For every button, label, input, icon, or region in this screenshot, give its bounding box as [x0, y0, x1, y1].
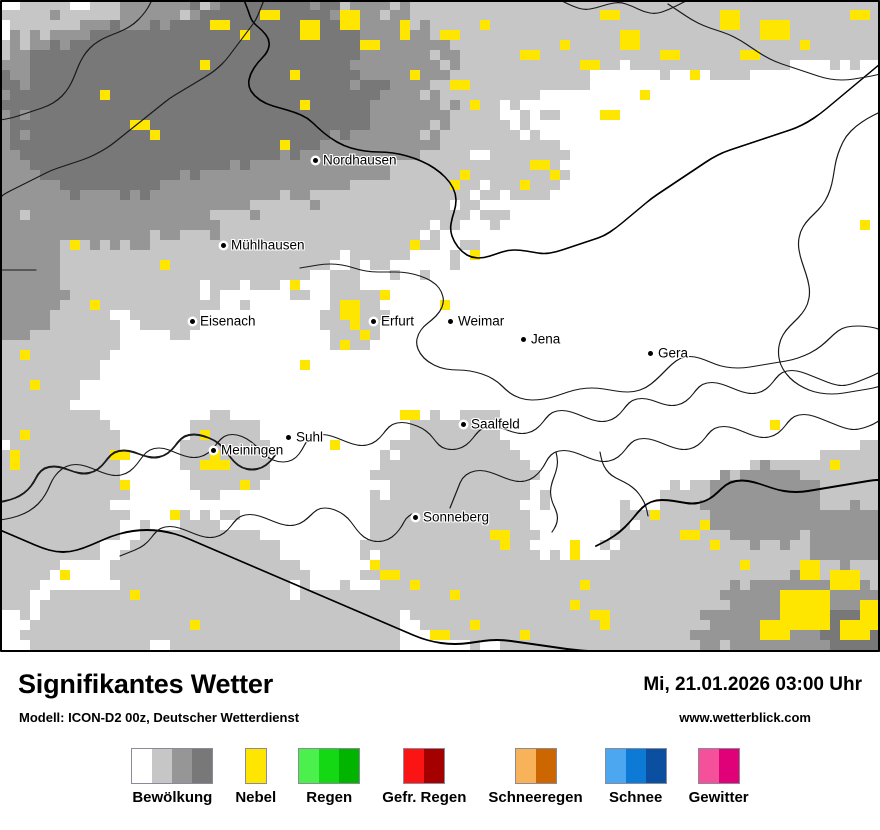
legend-item: Nebel [235, 748, 276, 806]
city-label: Weimar [458, 313, 505, 329]
legend-swatches [131, 748, 214, 784]
footer-panel: Signifikantes Wetter Modell: ICON-D2 00z… [0, 652, 880, 830]
legend-swatches [697, 748, 740, 784]
city-label: Nordhausen [323, 152, 397, 168]
legend-label: Regen [306, 789, 353, 806]
city-label: Mühlhausen [231, 237, 305, 253]
legend-swatch [152, 749, 173, 783]
page-title: Signifikantes Wetter [18, 669, 274, 699]
valid-datetime: Mi, 21.01.2026 03:00 Uhr [643, 674, 862, 695]
legend-swatches [514, 748, 557, 784]
legend-item: Schnee [604, 748, 667, 806]
city-label: Meiningen [221, 442, 284, 458]
model-subtitle: Modell: ICON-D2 00z, Deutscher Wetterdie… [19, 710, 300, 725]
city-dot-icon [461, 421, 466, 427]
legend-swatch [245, 749, 266, 783]
city-dot-icon [648, 350, 653, 356]
legend-swatches [403, 748, 446, 784]
city-dot-icon [448, 318, 453, 324]
legend-label: Gefr. Regen [382, 789, 467, 806]
city-label: Erfurt [381, 313, 415, 329]
legend-swatches [244, 748, 267, 784]
legend-label: Bewölkung [132, 789, 213, 806]
website-label: www.wetterblick.com [679, 710, 811, 725]
legend-item: Schneeregen [488, 748, 583, 806]
city-dot-icon [371, 318, 376, 324]
legend-swatch [605, 749, 626, 783]
legend-label: Nebel [235, 789, 277, 806]
legend-swatch [319, 749, 340, 783]
legend-swatch [424, 749, 445, 783]
legend-swatch [339, 749, 360, 783]
legend-swatch [698, 749, 719, 783]
city-label: Eisenach [200, 313, 256, 329]
legend-label: Gewitter [688, 789, 749, 806]
city-label: Sonneberg [423, 509, 490, 525]
city-label: Gera [658, 345, 689, 361]
legend-swatch [132, 749, 153, 783]
legend-swatch [515, 749, 536, 783]
city-dot-icon [313, 157, 318, 163]
legend-item: Regen [298, 748, 361, 806]
legend-item: Gefr. Regen [382, 748, 466, 806]
city-label: Saalfeld [471, 416, 520, 432]
map-panel[interactable]: Nordhausen Mühlhausen Eisenach Erfurt Weimar… [0, 0, 880, 652]
legend-swatch [645, 749, 666, 783]
legend-swatch [404, 749, 425, 783]
legend: Bewölkung Nebel Regen Gefr. Regen Schneerege… [0, 748, 880, 806]
legend-swatch [192, 749, 213, 783]
city-dot-icon [221, 242, 226, 248]
significant-weather-map[interactable] [0, 0, 880, 652]
legend-swatch [718, 749, 739, 783]
legend-swatch [625, 749, 646, 783]
map-city-overlay: Nordhausen Mühlhausen Eisenach Erfurt Weimar… [190, 152, 689, 525]
legend-swatch [172, 749, 193, 783]
legend-item: Bewölkung [131, 748, 214, 806]
city-dot-icon [190, 318, 195, 324]
city-label: Jena [531, 331, 561, 347]
city-dot-icon [286, 434, 291, 440]
legend-swatch [299, 749, 320, 783]
city-dot-icon [211, 447, 216, 453]
legend-item: Gewitter [689, 748, 749, 806]
city-dot-icon [521, 336, 526, 342]
legend-swatch [535, 749, 556, 783]
legend-swatches [298, 748, 361, 784]
legend-label: Schnee [608, 789, 663, 806]
legend-swatches [604, 748, 667, 784]
city-label: Suhl [296, 429, 324, 445]
city-dot-icon [413, 514, 418, 520]
legend-label: Schneeregen [488, 789, 583, 806]
